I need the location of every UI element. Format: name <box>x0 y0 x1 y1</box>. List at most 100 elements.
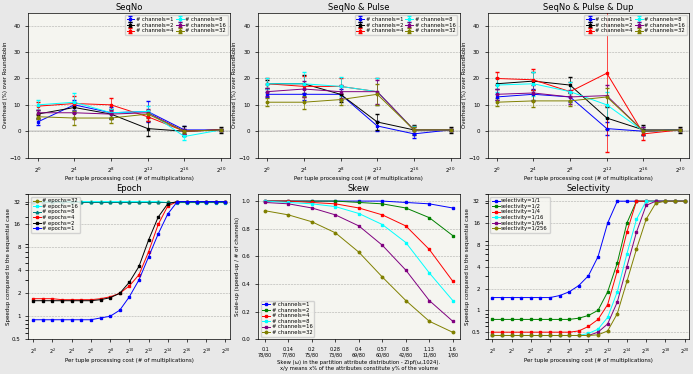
selectivity=1/256 <box>546 333 554 338</box>
# channels=16 <box>308 206 316 210</box>
# epochs=1 <box>135 278 143 282</box>
# epochs=1 <box>193 199 201 204</box>
# epochs=1 <box>125 295 134 299</box>
Title: Epoch: Epoch <box>116 184 142 193</box>
selectivity=1/2 <box>517 317 525 322</box>
# epochs=32 <box>58 199 67 204</box>
selectivity=1/16 <box>642 199 650 203</box>
selectivity=1/1 <box>556 293 564 298</box>
selectivity=1/64 <box>613 300 622 304</box>
# channels=1 <box>355 199 363 203</box>
selectivity=1/2 <box>681 199 689 203</box>
Line: # epochs=1: # epochs=1 <box>32 200 227 321</box>
# channels=1 <box>378 199 387 203</box>
selectivity=1/16 <box>574 333 583 338</box>
# epochs=1 <box>183 199 191 204</box>
# epochs=2 <box>87 298 95 303</box>
# epochs=16 <box>29 199 37 204</box>
selectivity=1/256 <box>661 199 669 203</box>
# epochs=32 <box>125 199 134 204</box>
# channels=32 <box>402 298 410 303</box>
selectivity=1/4 <box>574 329 583 333</box>
selectivity=1/16 <box>527 333 535 338</box>
selectivity=1/16 <box>632 217 640 221</box>
# channels=16 <box>425 298 433 303</box>
selectivity=1/64 <box>517 333 525 338</box>
Y-axis label: Speedup compared to the sequential case: Speedup compared to the sequential case <box>6 208 10 325</box>
# channels=16 <box>402 268 410 272</box>
Title: SeqNo & Pulse & Dup: SeqNo & Pulse & Dup <box>543 3 633 12</box>
# epochs=32 <box>135 199 143 204</box>
selectivity=1/1 <box>651 199 660 203</box>
selectivity=1/4 <box>681 199 689 203</box>
selectivity=1/4 <box>488 330 496 334</box>
# epochs=16 <box>211 200 220 205</box>
# epochs=4 <box>87 297 95 302</box>
# epochs=8 <box>193 199 201 204</box>
Y-axis label: Scale-up (speed-up / # of channels): Scale-up (speed-up / # of channels) <box>235 217 240 316</box>
selectivity=1/64 <box>632 230 640 234</box>
selectivity=1/1 <box>536 295 545 300</box>
selectivity=1/4 <box>517 330 525 334</box>
Line: # epochs=16: # epochs=16 <box>32 200 227 204</box>
# epochs=8 <box>96 199 105 204</box>
# epochs=8 <box>211 199 220 204</box>
# epochs=1 <box>211 199 220 204</box>
# channels=4 <box>448 279 457 283</box>
# epochs=32 <box>96 199 105 204</box>
# channels=4 <box>261 199 269 203</box>
selectivity=1/2 <box>574 316 583 321</box>
selectivity=1/1 <box>642 199 650 203</box>
selectivity=1/2 <box>661 199 669 203</box>
# channels=1 <box>402 200 410 205</box>
# epochs=32 <box>77 199 85 204</box>
selectivity=1/2 <box>546 317 554 322</box>
# channels=4 <box>425 247 433 252</box>
# epochs=2 <box>183 199 191 204</box>
selectivity=1/256 <box>651 201 660 205</box>
# epochs=4 <box>144 249 152 254</box>
# channels=4 <box>284 199 292 203</box>
# epochs=2 <box>58 298 67 303</box>
selectivity=1/1 <box>574 283 583 288</box>
selectivity=1/16 <box>507 333 516 338</box>
selectivity=1/2 <box>536 317 545 322</box>
Line: # epochs=8: # epochs=8 <box>32 200 227 203</box>
# epochs=32 <box>49 199 57 204</box>
# channels=4 <box>308 200 316 205</box>
# epochs=16 <box>77 199 85 204</box>
# epochs=8 <box>135 199 143 204</box>
selectivity=1/4 <box>584 324 593 329</box>
selectivity=1/64 <box>498 333 506 338</box>
# epochs=32 <box>221 199 229 204</box>
# epochs=1 <box>77 318 85 322</box>
selectivity=1/1 <box>584 273 593 278</box>
# epochs=16 <box>58 199 67 204</box>
# channels=2 <box>402 206 410 210</box>
selectivity=1/64 <box>661 199 669 203</box>
selectivity=1/16 <box>613 289 622 294</box>
selectivity=1/2 <box>594 308 602 313</box>
# channels=32 <box>308 220 316 224</box>
selectivity=1/64 <box>681 199 689 203</box>
Title: Selectivity: Selectivity <box>566 184 611 193</box>
selectivity=1/256 <box>527 333 535 338</box>
selectivity=1/4 <box>546 330 554 334</box>
# channels=1 <box>261 199 269 203</box>
# channels=32 <box>284 213 292 217</box>
selectivity=1/64 <box>623 264 631 269</box>
# epochs=16 <box>193 200 201 205</box>
# epochs=16 <box>67 199 76 204</box>
# epochs=16 <box>202 200 211 205</box>
Line: selectivity=1/1: selectivity=1/1 <box>491 200 686 299</box>
# channels=32 <box>261 208 269 213</box>
# epochs=2 <box>202 199 211 204</box>
selectivity=1/16 <box>565 333 573 338</box>
selectivity=1/4 <box>536 330 545 334</box>
# epochs=16 <box>221 200 229 205</box>
# channels=1 <box>448 206 457 210</box>
selectivity=1/256 <box>574 333 583 338</box>
# epochs=16 <box>183 200 191 205</box>
selectivity=1/4 <box>556 330 564 334</box>
selectivity=1/16 <box>623 252 631 256</box>
